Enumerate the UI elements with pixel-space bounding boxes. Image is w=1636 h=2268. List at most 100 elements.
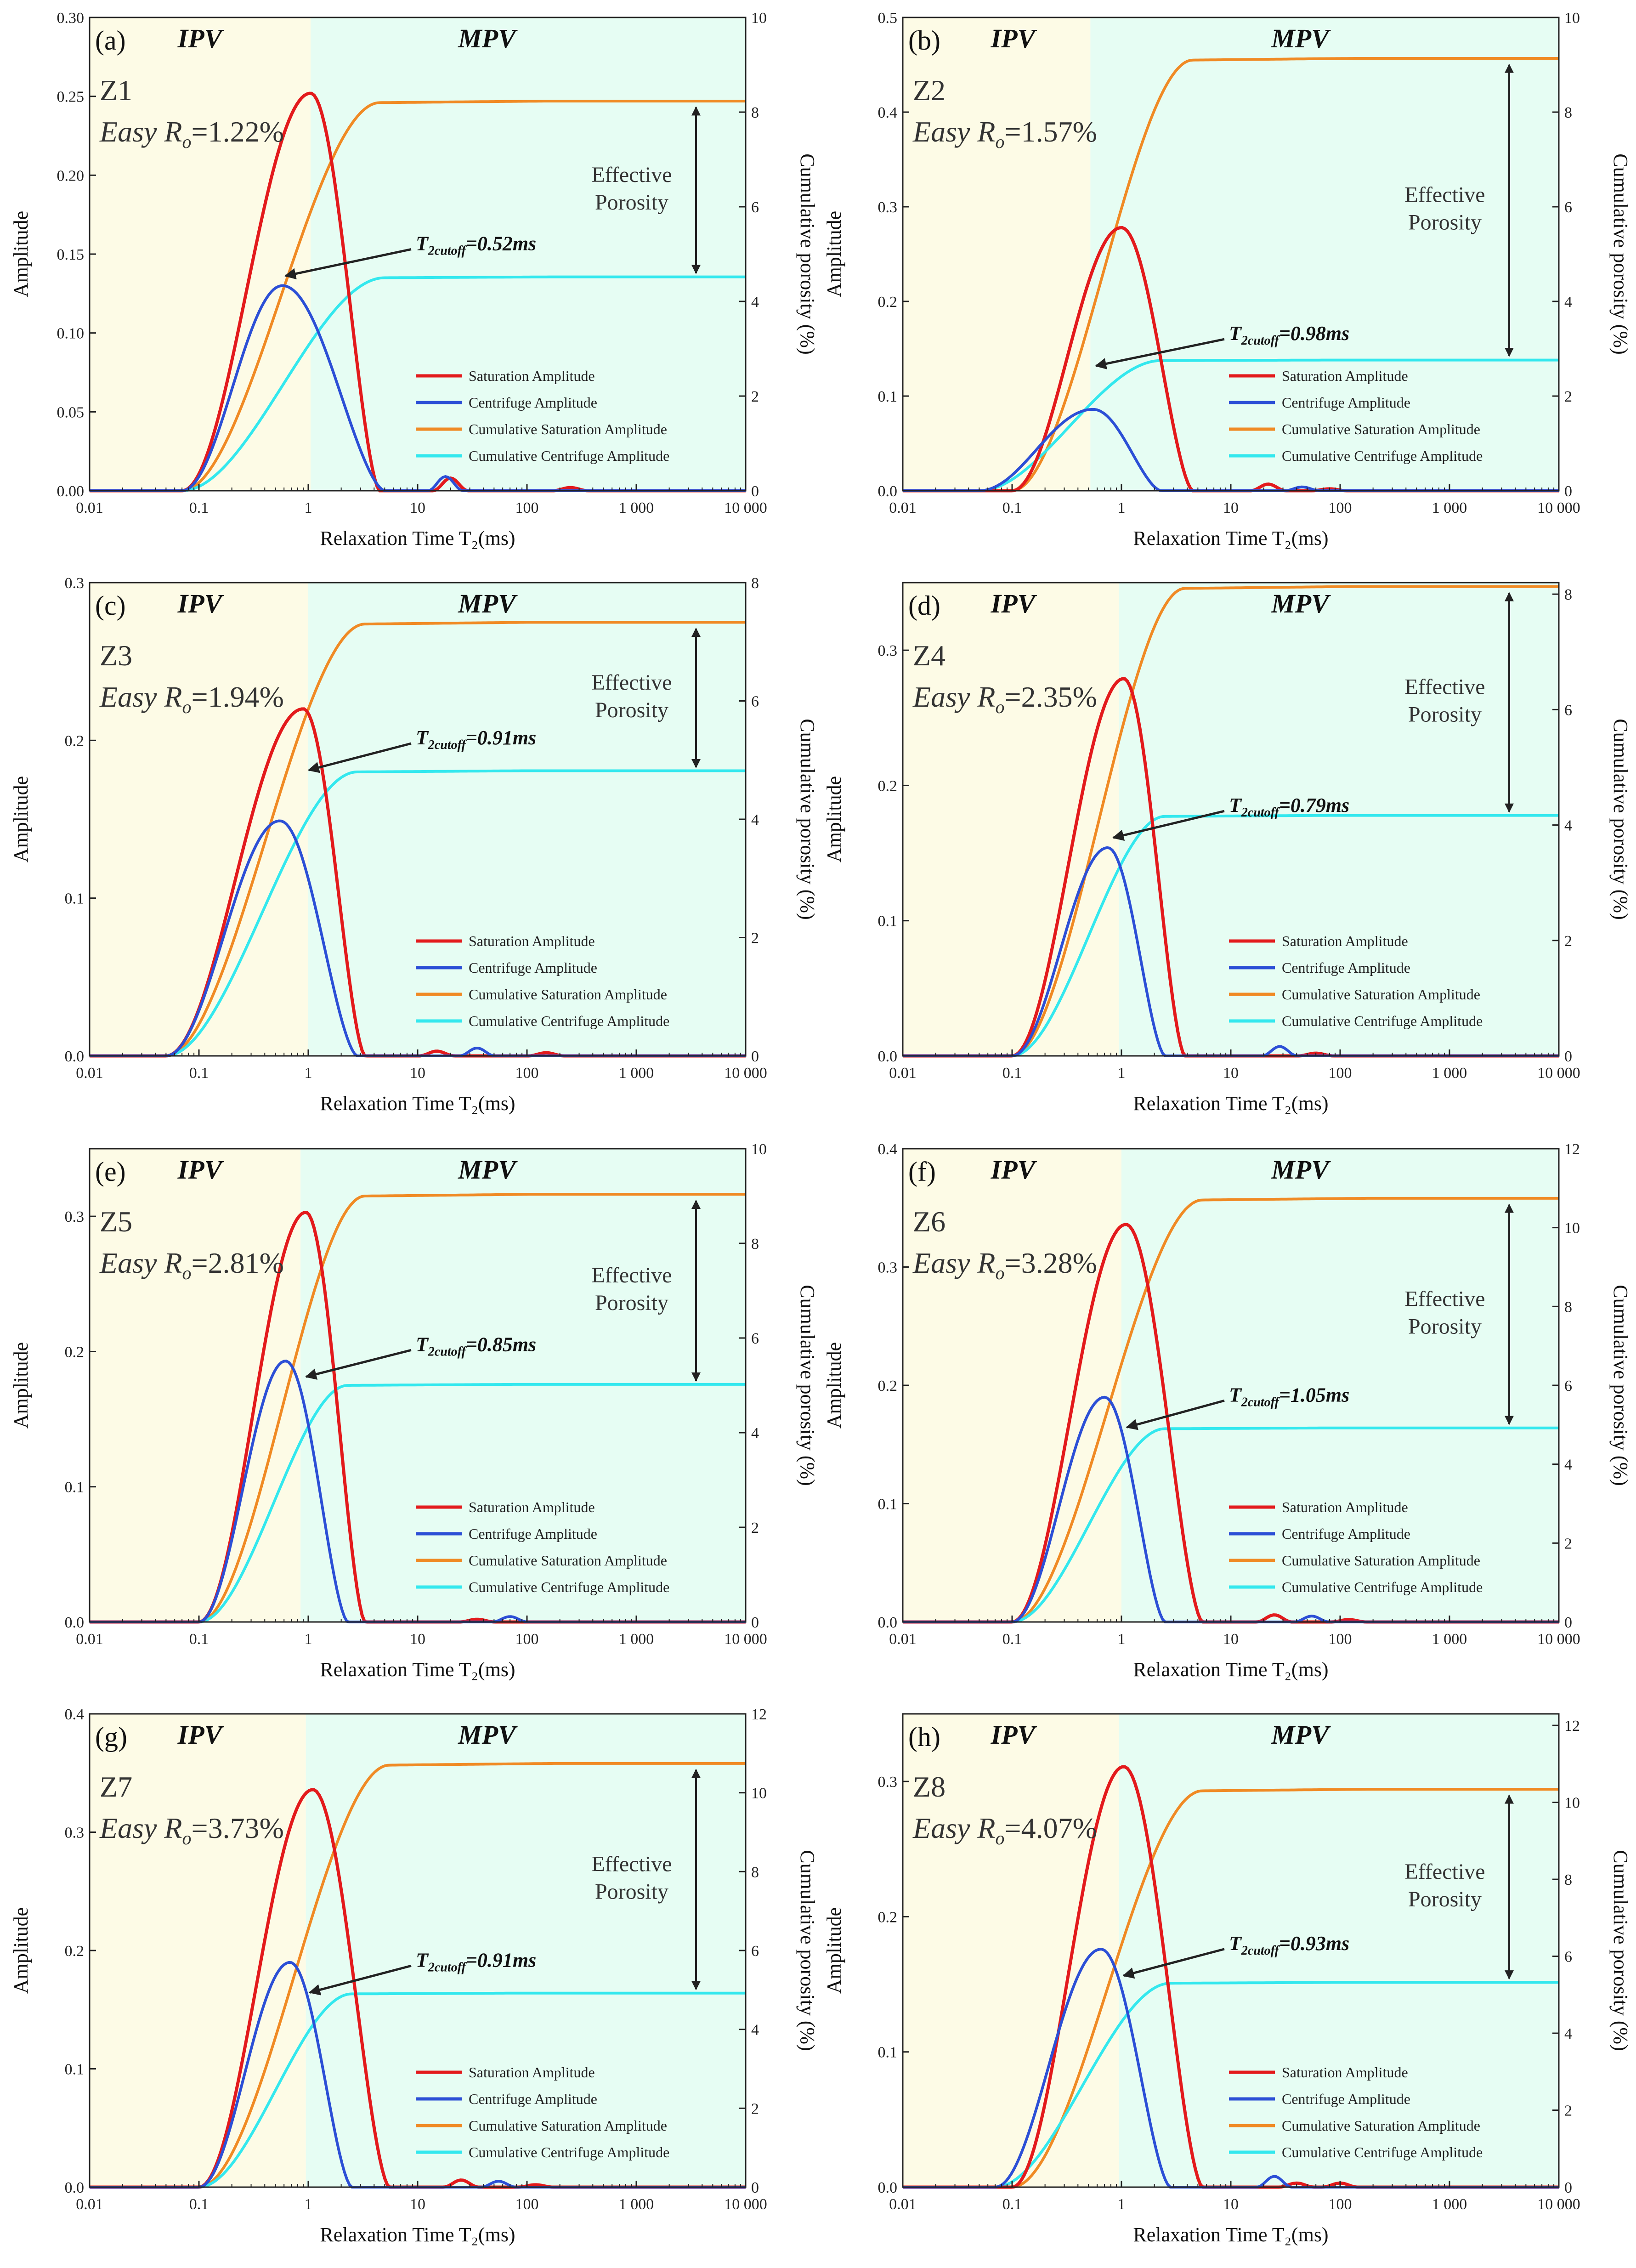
- legend-label-centrifuge: Centrifuge Amplitude: [1282, 959, 1410, 976]
- mpv-label: MPV: [458, 1720, 518, 1750]
- legend-label-cum-saturation: Cumulative Saturation Amplitude: [469, 421, 667, 437]
- effective-porosity-label-line1: Effective: [1404, 675, 1485, 699]
- legend-label-saturation: Saturation Amplitude: [469, 2064, 595, 2081]
- x-axis-label: Relaxation Time T₂(ms): [1133, 2223, 1328, 2246]
- y-right-tick-label: 0: [1564, 1614, 1572, 1631]
- ipv-label: IPV: [991, 23, 1037, 53]
- panel-label: (d): [908, 590, 940, 621]
- x-tick-label: 1: [305, 1065, 312, 1082]
- legend-label-cum-centrifuge: Cumulative Centrifuge Amplitude: [1282, 1579, 1483, 1595]
- effective-porosity-label-line2: Porosity: [1408, 210, 1482, 235]
- legend-label-saturation: Saturation Amplitude: [1282, 2064, 1408, 2081]
- y-right-tick-label: 8: [1564, 1298, 1572, 1315]
- mpv-label: MPV: [458, 23, 518, 53]
- easy-ro-value: =1.57%: [1005, 115, 1097, 148]
- x-tick-label: 0.01: [889, 1065, 917, 1082]
- x-tick-label: 10 000: [1537, 1631, 1580, 1648]
- x-tick-label: 1: [305, 499, 312, 516]
- easy-ro: Easy Ro=4.07%: [912, 1812, 1097, 1848]
- legend-label-cum-saturation: Cumulative Saturation Amplitude: [1282, 2117, 1480, 2134]
- x-tick-label: 1: [1118, 2196, 1126, 2213]
- y-right-tick-label: 0: [1564, 483, 1572, 500]
- y-right-tick-label: 2: [751, 930, 759, 947]
- x-tick-label: 1: [1118, 499, 1126, 516]
- legend-label-cum-saturation: Cumulative Saturation Amplitude: [469, 1552, 667, 1569]
- x-tick-label: 10 000: [724, 2196, 767, 2213]
- x-tick-label: 0.01: [889, 2196, 917, 2213]
- t2-cutoff-label: T2cutoff=0.79ms: [1229, 794, 1349, 820]
- panel-label: (e): [95, 1157, 126, 1187]
- y-left-tick-label: 0.1: [878, 388, 898, 405]
- y-left-tick-label: 0.2: [65, 1943, 85, 1960]
- x-tick-label: 1 000: [619, 2196, 654, 2213]
- cutoff-sub: 2cutoff: [428, 1960, 467, 1974]
- x-tick-label: 1: [1118, 1631, 1126, 1648]
- t2-cutoff-label: T2cutoff=0.91ms: [416, 726, 536, 752]
- cutoff-prefix: T: [1229, 322, 1242, 345]
- x-tick-label: 100: [1329, 499, 1352, 516]
- easy-ro-prefix: Easy R: [912, 680, 996, 713]
- y-left-tick-label: 0.4: [65, 1706, 85, 1723]
- y-right-tick-label: 0: [1564, 1048, 1572, 1065]
- easy-ro: Easy Ro=1.22%: [99, 115, 284, 152]
- legend-label-centrifuge: Centrifuge Amplitude: [1282, 2091, 1410, 2107]
- cutoff-arrow: [305, 1349, 412, 1380]
- panel-label: (b): [908, 25, 940, 56]
- easy-ro-sub: o: [996, 697, 1005, 717]
- y-axis-label-right: Cumulative porosity (%): [796, 719, 819, 920]
- ipv-label: IPV: [177, 23, 224, 53]
- x-tick-label: 0.1: [1002, 499, 1022, 516]
- easy-ro-sub: o: [996, 1263, 1005, 1283]
- easy-ro-value: =2.81%: [192, 1247, 284, 1279]
- ipv-region: [90, 17, 311, 491]
- ipv-label: IPV: [991, 1155, 1037, 1185]
- sample-id: Z7: [100, 1770, 132, 1803]
- y-right-tick-label: 6: [751, 1943, 759, 1960]
- y-right-tick-label: 10: [1564, 10, 1580, 27]
- easy-ro: Easy Ro=2.81%: [99, 1247, 284, 1283]
- y-right-tick-label: 8: [751, 1236, 759, 1253]
- effective-porosity-label-line1: Effective: [1404, 1860, 1485, 1884]
- easy-ro-value: =1.22%: [192, 115, 284, 148]
- y-right-tick-label: 4: [751, 1425, 759, 1442]
- y-left-tick-label: 0.3: [65, 1208, 85, 1225]
- y-axis-label-right: Cumulative porosity (%): [796, 1850, 819, 2051]
- t2-cutoff-label: T2cutoff=0.98ms: [1229, 322, 1349, 348]
- easy-ro-value: =3.28%: [1005, 1247, 1097, 1279]
- y-left-tick-label: 0.3: [65, 575, 85, 592]
- easy-ro-prefix: Easy R: [99, 1812, 182, 1844]
- y-left-tick-label: 0.4: [878, 1141, 898, 1158]
- y-left-tick-label: 0.1: [65, 1479, 85, 1496]
- x-tick-label: 10 000: [724, 1631, 767, 1648]
- y-axis-label-right: Cumulative porosity (%): [796, 1285, 819, 1486]
- mpv-region: [1121, 1149, 1559, 1622]
- chart-panel-z1: 0.01 0.1 1 10 100 1 000 10 0000.000.050.100.15…: [10, 10, 819, 550]
- y-right-tick-label: 10: [1564, 1220, 1580, 1237]
- y-right-tick-label: 4: [751, 811, 759, 828]
- legend-label-cum-centrifuge: Cumulative Centrifuge Amplitude: [1282, 1013, 1483, 1029]
- easy-ro-prefix: Easy R: [912, 1812, 996, 1844]
- x-tick-label: 10: [1223, 1065, 1239, 1082]
- y-left-tick-label: 0.2: [878, 777, 898, 794]
- x-tick-label: 10 000: [724, 499, 767, 516]
- legend-label-cum-centrifuge: Cumulative Centrifuge Amplitude: [1282, 448, 1483, 464]
- legend-label-cum-centrifuge: Cumulative Centrifuge Amplitude: [469, 1579, 669, 1595]
- x-tick-label: 10 000: [724, 1065, 767, 1082]
- mpv-region: [308, 583, 746, 1056]
- cutoff-prefix: T: [416, 232, 429, 255]
- y-left-tick-label: 0.0: [878, 1614, 898, 1631]
- x-tick-label: 10 000: [1537, 2196, 1580, 2213]
- y-left-tick-label: 0.1: [878, 913, 898, 930]
- easy-ro: Easy Ro=3.73%: [99, 1812, 284, 1848]
- x-tick-label: 1 000: [1432, 1065, 1467, 1082]
- cutoff-arrow: [1122, 1948, 1225, 1979]
- y-right-tick-label: 8: [1564, 104, 1572, 121]
- effective-porosity-label-line2: Porosity: [1408, 1315, 1482, 1339]
- chart-panel-z2: 0.01 0.1 1 10 100 1 000 10 0000.00.10.20.30.40…: [823, 10, 1632, 550]
- x-tick-label: 10: [1223, 499, 1239, 516]
- cutoff-prefix: T: [1229, 794, 1242, 816]
- sample-id: Z6: [913, 1205, 945, 1238]
- x-tick-label: 10 000: [1537, 1065, 1580, 1082]
- effective-porosity-label-line2: Porosity: [595, 1291, 668, 1315]
- y-right-tick-label: 2: [751, 388, 759, 405]
